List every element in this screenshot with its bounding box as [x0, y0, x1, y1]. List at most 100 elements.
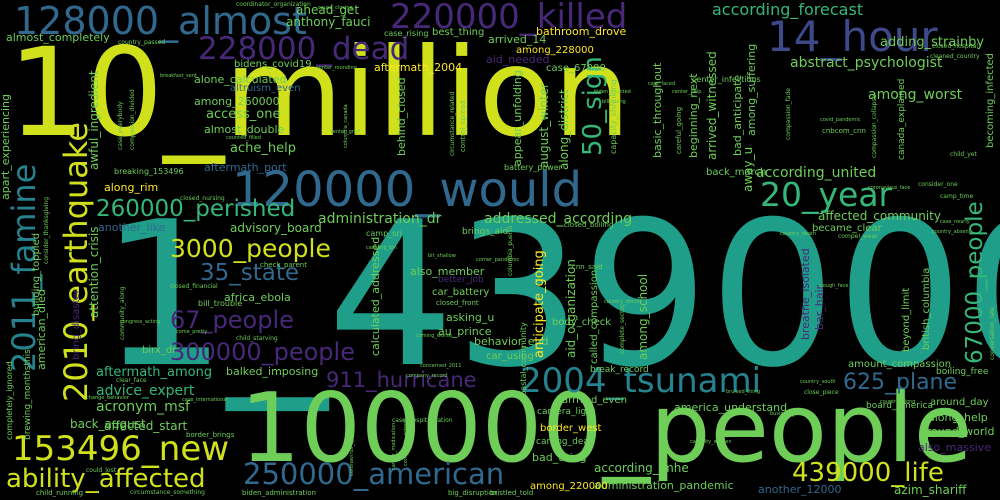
word-among-260000: among_260000 [194, 95, 280, 108]
word-bristled-told: bristled_told [490, 489, 534, 497]
word-220000-killed: 220000_killed [390, 0, 628, 37]
word-complete-sector: complete_sector [619, 304, 626, 354]
word-capacity-worsen: capacity_worsen [690, 439, 732, 445]
word-country-passed: country_passed [118, 39, 166, 46]
word-administration-dr: administration_dr [318, 211, 442, 227]
word-control-spread: control_spread [459, 100, 467, 152]
word-closed-nursing: closed_nursing [180, 195, 225, 202]
word-bill-trouble: bill_trouble [198, 299, 243, 308]
word-back-august: back_august [70, 417, 146, 431]
word-battery-power: battery_power [504, 163, 562, 172]
word-439000-life: 439000_life [792, 458, 944, 488]
word-border-west: border_west [540, 423, 602, 434]
word-around-day: around_day [930, 397, 989, 408]
word-circumstance-something: circumstance_something [130, 489, 205, 496]
word-among-220000: among_220000 [530, 481, 608, 492]
word-august-winter: august_winter [537, 83, 551, 168]
word-country-along: country_along [880, 399, 916, 405]
word-anticipate-going: anticipate_going [532, 250, 547, 358]
word-completely-ignored: completely_ignored [5, 361, 14, 440]
word-beginning-next: beginning_next [687, 73, 700, 158]
word-columbia-canada: columbia_canada [343, 104, 349, 148]
word-away-u: away_u [741, 146, 755, 192]
word-camp-time: camp_time [940, 193, 974, 200]
word-conversation-late: conversation_late [989, 306, 996, 360]
word-british-columbia: british_columbia [921, 267, 932, 350]
word-advice-expert: advice_expert [96, 383, 195, 399]
word-according-united: according_united [756, 165, 877, 181]
word-cleaned-country: cleaned_country [930, 53, 980, 60]
word-cnbcom-cnn: cnbcom_cnn [822, 127, 866, 135]
word-best-thing: best_thing [432, 27, 485, 38]
word-67-people: 67_people [170, 306, 294, 334]
word-911-hurricane: 911_hurricane [326, 368, 477, 392]
word-250000-american: 250000_american [243, 457, 505, 491]
word-corner-pandemic: corner_pandemic [476, 257, 520, 263]
word-according-imhe: according_imhe [594, 461, 689, 475]
word-acronym-msf: acronym_msf [96, 399, 190, 415]
word-3000-people: 3000_people [170, 234, 331, 263]
word-260000-perished: 260000_perished [96, 196, 296, 222]
word-along-help: along_help [928, 411, 988, 424]
word-2004-tsunami: 2004_tsunami [520, 361, 762, 401]
word-along-rim: along_rim [104, 181, 159, 194]
word-bring-disaster: bring_disaster [71, 289, 82, 360]
word-change-behavior: change_behavior [86, 395, 129, 401]
word-au-prince: au_prince [438, 325, 492, 338]
word-apart-experiencing: apart_experiencing [0, 93, 12, 200]
word-asking-u: asking_u [446, 311, 495, 324]
word-also-massive: also_massive [918, 441, 992, 454]
word-country-death: country_death [780, 231, 817, 237]
word-canada-explained: canada_explained [897, 78, 907, 160]
word-affected-start: affected_start [104, 419, 188, 433]
word-bit-shallow: bit_shallow [428, 253, 456, 259]
word-cnn-said: cnn_said [572, 263, 603, 271]
word-affected-community: affected_community [818, 209, 941, 223]
word-bad-anticipate: bad_anticipate [731, 74, 744, 156]
word-compassion-collapse: compassion_collapse [871, 94, 878, 158]
word-among-suffering: among_suffering [745, 43, 758, 136]
word-case-nearly: case_nearly [940, 219, 970, 225]
word-case-hospitalization: case_hospitalization [392, 417, 453, 424]
word-attention-crisis: attention_crisis [87, 226, 101, 318]
word-breaking-153496: breaking_153496 [114, 167, 184, 176]
word-camera-light: camera_light [537, 407, 596, 417]
word-128000-almost: 128000_almost [14, 0, 307, 43]
word-case-international: case_international [182, 397, 228, 403]
word-10-million: 10_million [8, 22, 631, 164]
word-country-absent: country_absent [932, 229, 971, 235]
word-biden-administration: biden_administration [242, 489, 316, 497]
word-counted-filled: counted_filled [226, 135, 262, 141]
word-border-brings: border_brings [186, 431, 235, 439]
word-breakfast-sent: breakfast_sent [160, 73, 197, 79]
word-67000-people: 67000_people [962, 201, 988, 364]
word-concerned-2011: concerned_2011 [420, 363, 462, 369]
word-625-plane: 625_plane [843, 370, 958, 395]
word-carting-dead: carting_dead [536, 437, 595, 447]
word-153496-new: 153496_new [12, 429, 230, 469]
word-board-america: board_america [866, 401, 933, 411]
word-country-south: country_south [800, 379, 836, 385]
word-congress-acting: congress_acting [120, 319, 161, 325]
word-amount-compassion: amount_compassion [848, 359, 952, 370]
word-ache-help: ache_help [230, 141, 296, 156]
word-became-clear: became_clear [812, 223, 882, 234]
word-consider-thanksgiving: consider_thanksgiving [43, 196, 50, 264]
word-ahead-get: ahead_get [296, 3, 360, 17]
word-alone-calculated: alone_calculated [194, 73, 287, 86]
word-columbia-puerto: columbia_puerto [507, 225, 514, 276]
word-aftermath-port: aftermath_port [204, 161, 287, 174]
word-big-disruption: big_disruption [448, 489, 498, 497]
word-coronavirus-face: coronavirus_face [868, 185, 911, 191]
word-child-running: child_running [36, 489, 84, 497]
word-car-battery: car_battery [432, 287, 490, 298]
word-administration-pandemic: administration_pandemic [594, 479, 734, 492]
word-center-grief: center_grief [330, 129, 361, 135]
word-close-piece: close_piece [804, 389, 839, 396]
word-aid-organization: aid_organization [564, 259, 578, 358]
word-center-rounding: center_rounding [316, 65, 357, 71]
word-abstract-psychologist: abstract_psychologist [790, 55, 943, 71]
word-closed-hospital: closed_hospital [932, 43, 979, 50]
word-coming-worse: coming_worse [416, 333, 452, 339]
